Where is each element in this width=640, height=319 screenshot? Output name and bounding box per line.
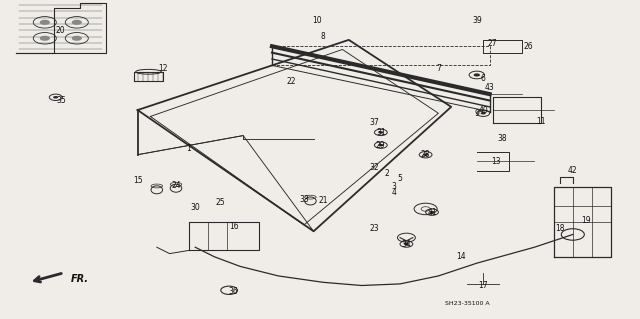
Text: 14: 14	[456, 252, 466, 261]
Circle shape	[481, 112, 486, 115]
Text: 28: 28	[421, 150, 430, 159]
Text: 41: 41	[427, 208, 437, 217]
Text: 24: 24	[171, 181, 181, 189]
Text: 35: 35	[56, 96, 66, 105]
Circle shape	[429, 211, 435, 213]
Circle shape	[474, 73, 480, 77]
Text: 12: 12	[159, 64, 168, 73]
Circle shape	[423, 153, 428, 156]
Text: 25: 25	[216, 198, 226, 207]
Text: 29: 29	[376, 141, 386, 150]
Text: 8: 8	[321, 32, 326, 41]
Text: 26: 26	[523, 42, 533, 51]
Circle shape	[40, 36, 50, 41]
Text: 6: 6	[481, 74, 486, 83]
Text: 16: 16	[228, 222, 239, 231]
Text: 5: 5	[397, 174, 403, 183]
Text: 13: 13	[491, 157, 501, 166]
Text: 9: 9	[474, 109, 479, 118]
Text: 23: 23	[369, 224, 380, 233]
Text: 43: 43	[484, 83, 495, 92]
Circle shape	[404, 243, 409, 245]
Text: 34: 34	[401, 240, 412, 249]
Circle shape	[378, 144, 383, 146]
Text: 27: 27	[488, 39, 498, 48]
Text: 10: 10	[312, 16, 322, 25]
Text: 20: 20	[56, 26, 66, 35]
Text: 1: 1	[186, 144, 191, 153]
Text: 17: 17	[478, 281, 488, 290]
Text: 39: 39	[472, 16, 482, 25]
Text: SH23-35100 A: SH23-35100 A	[445, 301, 490, 306]
Text: 32: 32	[369, 163, 380, 172]
Text: 19: 19	[580, 216, 591, 225]
Text: 33: 33	[299, 195, 309, 204]
Circle shape	[378, 131, 383, 134]
Text: 2: 2	[385, 169, 390, 178]
Text: 38: 38	[497, 134, 508, 143]
Circle shape	[40, 20, 50, 25]
Circle shape	[72, 20, 82, 25]
Circle shape	[53, 96, 58, 99]
Text: 36: 36	[228, 287, 239, 296]
Text: FR.: FR.	[70, 274, 88, 284]
Text: 22: 22	[287, 77, 296, 86]
Text: 21: 21	[319, 197, 328, 205]
Text: 31: 31	[376, 128, 386, 137]
Text: 30: 30	[190, 203, 200, 212]
Circle shape	[72, 36, 82, 41]
Text: 3: 3	[391, 182, 396, 191]
Text: 42: 42	[568, 166, 578, 175]
Text: 15: 15	[132, 176, 143, 185]
Text: 4: 4	[391, 189, 396, 197]
Text: 11: 11	[536, 117, 545, 126]
Text: 37: 37	[369, 118, 380, 127]
Text: 7: 7	[436, 64, 441, 73]
Text: 40: 40	[478, 106, 488, 115]
Text: 18: 18	[556, 224, 564, 233]
